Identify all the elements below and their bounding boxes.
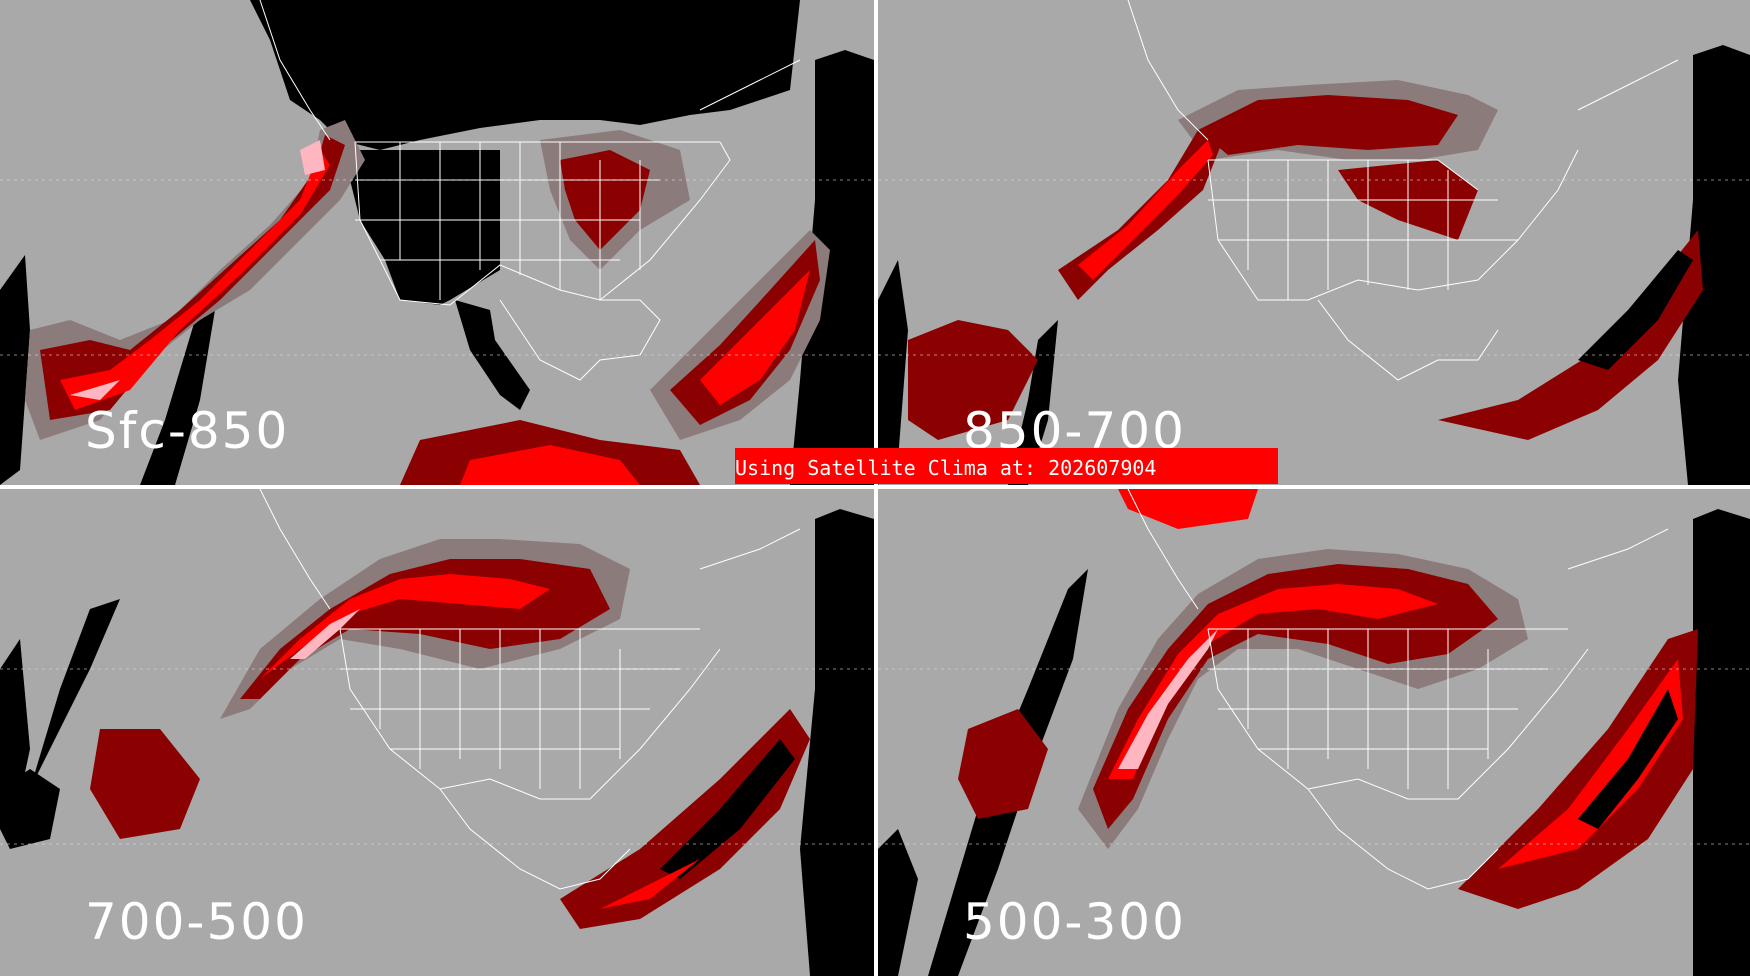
state-boundaries (1127, 0, 1679, 381)
moisture-band-atlantic-high (600, 859, 700, 909)
state-boundaries (259, 489, 801, 890)
nodata-region-west-strip (878, 829, 918, 976)
moisture-band-west (908, 320, 1038, 440)
nodata-region-north (250, 0, 800, 150)
moisture-band-west (90, 729, 200, 839)
moisture-band-northern-arc-max (290, 609, 360, 659)
moisture-band-central-core (560, 150, 650, 250)
moisture-band-atlantic-core (670, 240, 820, 425)
moisture-band-atlantic (560, 709, 810, 929)
nodata-region-east-strip (790, 50, 874, 485)
nodata-region-pacific-strip (1008, 320, 1058, 485)
grid-lines (0, 179, 874, 356)
map-canvas (878, 0, 1750, 485)
moisture-band-pacific-high (1078, 140, 1213, 280)
map-panel-700-500: 700-500 (0, 489, 874, 976)
moisture-band-atlantic (1438, 230, 1703, 440)
panel-label: Sfc-850 (85, 402, 290, 460)
panel-label: 700-500 (85, 893, 308, 951)
panel-label: 500-300 (963, 893, 1186, 951)
moisture-band-atlantic (1458, 629, 1698, 909)
moisture-band-atlantic-nodata (1578, 689, 1678, 829)
moisture-band-north-core (1198, 95, 1458, 155)
state-boundaries (1127, 489, 1669, 890)
moisture-band-west-debris (958, 709, 1048, 819)
moisture-band-northern-arc-core (1093, 564, 1498, 829)
moisture-band-north (1118, 489, 1258, 529)
moisture-band-northern-arc-max (1118, 629, 1218, 769)
grid-lines (0, 668, 874, 845)
nodata-region-pacific-strip (140, 310, 215, 485)
moisture-band-atlantic-high (700, 270, 810, 405)
map-panel-850-700: 850-700 (878, 0, 1750, 485)
map-panel-sfc-850: Sfc-850 (0, 0, 874, 485)
nodata-region-east-strip (1678, 45, 1750, 485)
map-canvas (878, 489, 1750, 976)
nodata-region-west-strip (0, 255, 30, 485)
nodata-region-pacific-strip (30, 599, 120, 789)
moisture-band-pacific-high (60, 150, 330, 410)
moisture-band-gulf-south-high (460, 445, 640, 485)
nodata-region-east-strip (1693, 509, 1750, 976)
moisture-band-pacific-core (40, 135, 345, 420)
nodata-region-east-strip (800, 509, 874, 976)
moisture-band-northern-arc-high (260, 574, 550, 679)
nodata-region-western-us (350, 150, 500, 305)
map-canvas (0, 0, 874, 485)
map-canvas (0, 489, 874, 976)
state-boundaries (259, 0, 801, 381)
grid-lines (878, 179, 1750, 356)
grid-lines (878, 668, 1750, 845)
map-panel-500-300: 500-300 (878, 489, 1750, 976)
moisture-band-atlantic-nodata (1578, 250, 1693, 370)
nodata-region-west-strip (878, 260, 908, 485)
satellite-climatology-banner: Using Satellite Clima at: 202607904 (735, 448, 1278, 484)
nodata-region-west-blob (0, 769, 60, 849)
